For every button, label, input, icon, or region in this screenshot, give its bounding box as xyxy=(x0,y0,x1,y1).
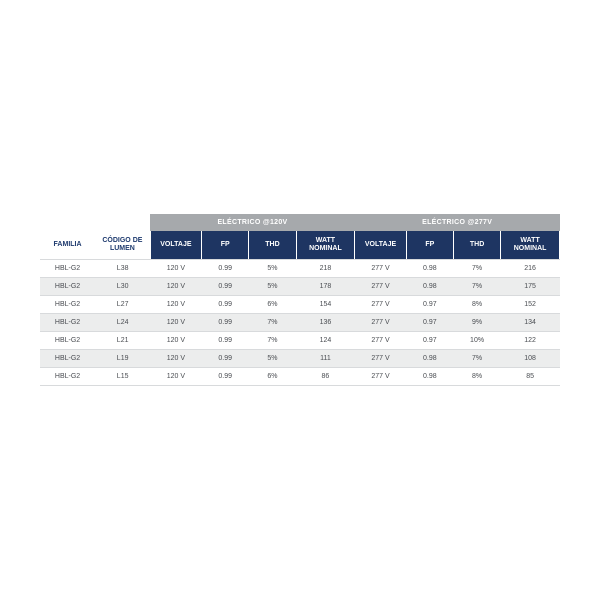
cell-familia: HBL-G2 xyxy=(40,350,95,368)
cell-v120: 120 V xyxy=(150,260,201,278)
col-codigo: CÓDIGO DE LUMEN xyxy=(95,231,150,260)
cell-w120: 178 xyxy=(296,278,355,296)
spec-table-container: ELÉCTRICO @120V ELÉCTRICO @277V FAMILIA … xyxy=(40,214,560,386)
cell-fp120: 0.99 xyxy=(202,260,249,278)
cell-fp120: 0.99 xyxy=(202,278,249,296)
cell-familia: HBL-G2 xyxy=(40,296,95,314)
cell-thd277: 9% xyxy=(453,314,500,332)
cell-w277: 85 xyxy=(501,368,560,386)
cell-w120: 154 xyxy=(296,296,355,314)
cell-v277: 277 V xyxy=(355,314,406,332)
cell-thd120: 5% xyxy=(249,350,296,368)
cell-codigo: L24 xyxy=(95,314,150,332)
cell-thd277: 8% xyxy=(453,368,500,386)
col-watt-277: WATT NOMINAL xyxy=(501,231,560,260)
cell-thd277: 8% xyxy=(453,296,500,314)
table-row: HBL-G2L24120 V0.997%136277 V0.979%134 xyxy=(40,314,560,332)
table-row: HBL-G2L38120 V0.995%218277 V0.987%216 xyxy=(40,260,560,278)
cell-w120: 218 xyxy=(296,260,355,278)
cell-fp277: 0.97 xyxy=(406,332,453,350)
cell-fp277: 0.98 xyxy=(406,368,453,386)
cell-v120: 120 V xyxy=(150,368,201,386)
cell-w277: 122 xyxy=(501,332,560,350)
cell-v120: 120 V xyxy=(150,314,201,332)
cell-codigo: L30 xyxy=(95,278,150,296)
cell-fp277: 0.98 xyxy=(406,350,453,368)
col-thd-277: THD xyxy=(453,231,500,260)
cell-w120: 136 xyxy=(296,314,355,332)
cell-w120: 124 xyxy=(296,332,355,350)
table-row: HBL-G2L30120 V0.995%178277 V0.987%175 xyxy=(40,278,560,296)
table-row: HBL-G2L19120 V0.995%111277 V0.987%108 xyxy=(40,350,560,368)
cell-fp120: 0.99 xyxy=(202,314,249,332)
cell-thd120: 5% xyxy=(249,260,296,278)
cell-w277: 216 xyxy=(501,260,560,278)
cell-w277: 175 xyxy=(501,278,560,296)
cell-familia: HBL-G2 xyxy=(40,314,95,332)
cell-v277: 277 V xyxy=(355,260,406,278)
cell-codigo: L21 xyxy=(95,332,150,350)
col-watt-120: WATT NOMINAL xyxy=(296,231,355,260)
col-fp-120: FP xyxy=(202,231,249,260)
spec-table: ELÉCTRICO @120V ELÉCTRICO @277V FAMILIA … xyxy=(40,214,560,386)
cell-thd277: 7% xyxy=(453,350,500,368)
cell-fp277: 0.98 xyxy=(406,260,453,278)
cell-codigo: L27 xyxy=(95,296,150,314)
cell-v120: 120 V xyxy=(150,278,201,296)
cell-thd120: 6% xyxy=(249,368,296,386)
col-familia: FAMILIA xyxy=(40,231,95,260)
cell-thd277: 7% xyxy=(453,278,500,296)
cell-fp120: 0.99 xyxy=(202,296,249,314)
col-voltaje-120: VOLTAJE xyxy=(150,231,201,260)
cell-w277: 108 xyxy=(501,350,560,368)
table-group-row: ELÉCTRICO @120V ELÉCTRICO @277V xyxy=(40,214,560,231)
cell-w120: 86 xyxy=(296,368,355,386)
cell-familia: HBL-G2 xyxy=(40,260,95,278)
group-277v: ELÉCTRICO @277V xyxy=(355,214,560,231)
cell-fp277: 0.97 xyxy=(406,314,453,332)
cell-v277: 277 V xyxy=(355,278,406,296)
cell-v277: 277 V xyxy=(355,332,406,350)
table-body: HBL-G2L38120 V0.995%218277 V0.987%216HBL… xyxy=(40,260,560,386)
cell-w277: 152 xyxy=(501,296,560,314)
cell-v277: 277 V xyxy=(355,368,406,386)
cell-familia: HBL-G2 xyxy=(40,278,95,296)
cell-thd120: 6% xyxy=(249,296,296,314)
cell-fp277: 0.97 xyxy=(406,296,453,314)
cell-thd120: 7% xyxy=(249,332,296,350)
cell-thd120: 7% xyxy=(249,314,296,332)
col-voltaje-277: VOLTAJE xyxy=(355,231,406,260)
cell-thd120: 5% xyxy=(249,278,296,296)
group-blank xyxy=(40,214,150,231)
table-row: HBL-G2L27120 V0.996%154277 V0.978%152 xyxy=(40,296,560,314)
col-thd-120: THD xyxy=(249,231,296,260)
cell-thd277: 7% xyxy=(453,260,500,278)
cell-v277: 277 V xyxy=(355,296,406,314)
table-header-row: FAMILIA CÓDIGO DE LUMEN VOLTAJE FP THD W… xyxy=(40,231,560,260)
cell-v120: 120 V xyxy=(150,350,201,368)
cell-codigo: L19 xyxy=(95,350,150,368)
cell-fp120: 0.99 xyxy=(202,368,249,386)
table-row: HBL-G2L15120 V0.996%86277 V0.988%85 xyxy=(40,368,560,386)
cell-thd277: 10% xyxy=(453,332,500,350)
col-fp-277: FP xyxy=(406,231,453,260)
cell-codigo: L15 xyxy=(95,368,150,386)
table-row: HBL-G2L21120 V0.997%124277 V0.9710%122 xyxy=(40,332,560,350)
cell-familia: HBL-G2 xyxy=(40,332,95,350)
cell-codigo: L38 xyxy=(95,260,150,278)
cell-fp277: 0.98 xyxy=(406,278,453,296)
cell-w277: 134 xyxy=(501,314,560,332)
cell-fp120: 0.99 xyxy=(202,350,249,368)
cell-w120: 111 xyxy=(296,350,355,368)
cell-fp120: 0.99 xyxy=(202,332,249,350)
cell-v120: 120 V xyxy=(150,332,201,350)
group-120v: ELÉCTRICO @120V xyxy=(150,214,355,231)
cell-familia: HBL-G2 xyxy=(40,368,95,386)
cell-v277: 277 V xyxy=(355,350,406,368)
cell-v120: 120 V xyxy=(150,296,201,314)
